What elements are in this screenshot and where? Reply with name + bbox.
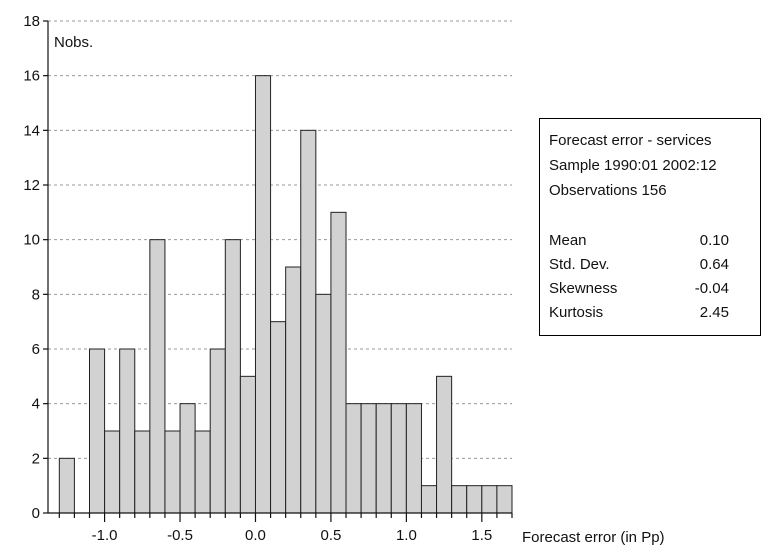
histogram-bar [315,293,332,514]
histogram-bar [405,403,422,514]
stats-row-value: 2.45 [699,304,729,321]
y-tick-label: 18 [23,13,40,30]
stats-row-label: Std. Dev. [549,256,610,273]
histogram-bar [360,403,377,514]
histogram-bar [451,485,468,514]
y-tick-label: 2 [32,450,40,467]
statistics-box: Forecast error - services Sample 1990:01… [539,118,761,336]
x-tick-label: 1.5 [471,527,492,544]
histogram-bar [58,457,75,514]
histogram-bar [330,211,347,514]
y-axis-ticks: 0 2 4 6 8 10 12 14 16 18 [23,13,48,522]
x-tick-label: 0.0 [245,527,266,544]
x-axis-ticks: -1.0 -0.5 0.0 0.5 1.0 1.5 [58,513,513,544]
stats-row-label: Mean [549,232,587,249]
y-tick-label: 14 [23,122,40,139]
x-axis-label: Forecast error (in Pp) [522,529,665,546]
stats-observations: Observations 156 [549,182,667,199]
histogram-bar [300,129,317,514]
histogram-bar [420,485,438,514]
histogram-bar [436,375,453,514]
histogram-bar [164,430,181,514]
y-tick-label: 4 [32,396,40,413]
stats-sample: Sample 1990:01 2002:12 [549,157,717,174]
y-tick-label: 10 [23,232,40,249]
stats-row-value: 0.10 [699,232,729,249]
y-axis-label: Nobs. [54,34,93,51]
stats-row-value: -0.04 [694,280,729,297]
x-tick-label: 1.0 [396,527,417,544]
y-tick-label: 12 [23,177,40,194]
histogram-bar [224,239,241,514]
histogram-bar [270,321,287,514]
x-tick-label: 0.5 [320,527,341,544]
stats-series-name: Forecast error - services [549,132,712,149]
stats-row-label: Skewness [549,280,618,297]
x-tick-label: -1.0 [92,527,118,544]
histogram-bar [254,75,272,514]
stats-row-value: 0.64 [699,256,729,273]
y-tick-label: 0 [32,505,40,522]
histogram-bar [466,485,483,514]
histogram-bar [345,403,362,514]
histogram-bars [58,75,513,514]
x-tick-label: -0.5 [167,527,193,544]
histogram-bar [88,348,106,514]
y-tick-label: 6 [32,341,40,358]
histogram-bar [149,239,166,514]
histogram-bar [179,403,196,514]
histogram-bar [481,485,498,514]
histogram-bar [104,430,121,514]
histogram-bar [390,403,407,514]
histogram-bar [375,403,392,514]
axes [47,21,512,514]
histogram-bar [209,348,226,514]
y-tick-label: 16 [23,68,40,85]
histogram-bar [134,430,151,514]
histogram-bar [119,348,136,514]
histogram-bar [496,485,513,514]
stats-row-label: Kurtosis [549,304,604,321]
y-tick-label: 8 [32,286,40,303]
histogram-bar [239,375,256,514]
histogram-bar [285,266,302,514]
histogram-bar [194,430,211,514]
grid-lines [48,20,512,459]
